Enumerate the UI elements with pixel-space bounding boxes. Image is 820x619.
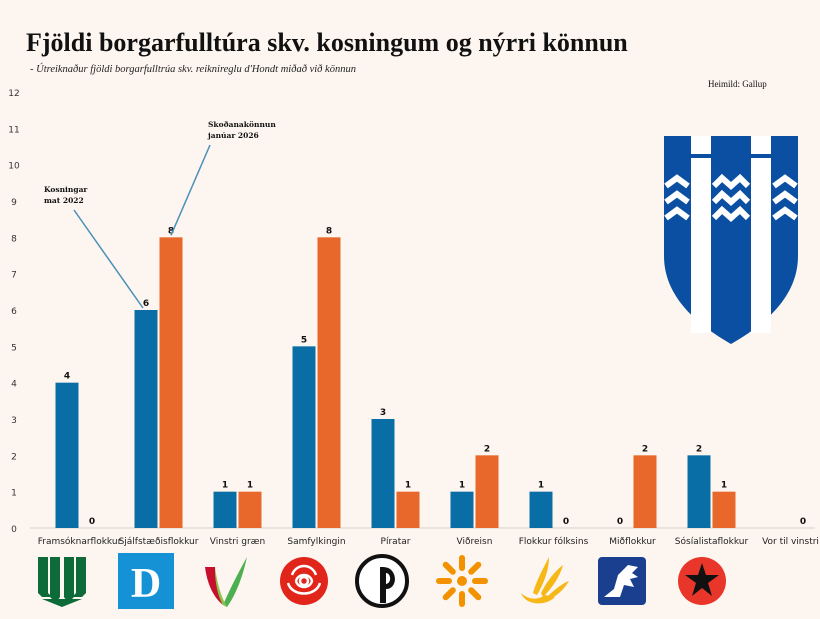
annotation-line2: janúar 2026 bbox=[207, 131, 259, 140]
bar-data-label: 0 bbox=[617, 517, 623, 527]
bar bbox=[55, 382, 79, 528]
bar-data-label: 2 bbox=[484, 444, 490, 454]
bar-data-label: 4 bbox=[64, 372, 70, 382]
framsokn-logo-icon bbox=[38, 557, 86, 607]
x-tick-label: Vinstri græn bbox=[210, 537, 265, 547]
x-tick-label: Framsóknarflokkur bbox=[38, 536, 122, 547]
vidreisn-logo-icon bbox=[436, 555, 488, 607]
x-tick-label: Flokkur fólksins bbox=[519, 536, 589, 547]
bar-data-label: 0 bbox=[800, 517, 806, 527]
bar bbox=[450, 491, 474, 528]
bar-data-label: 0 bbox=[89, 517, 95, 527]
bar-data-label: 3 bbox=[380, 408, 386, 418]
y-tick-label: 11 bbox=[8, 125, 19, 135]
bar bbox=[317, 237, 341, 529]
x-tick-label: Píratar bbox=[381, 537, 411, 547]
y-tick-label: 4 bbox=[11, 380, 17, 390]
sjalfstaedis-letter: D bbox=[131, 561, 161, 607]
vinstri-graen-logo-icon bbox=[205, 557, 247, 607]
bar-data-label: 1 bbox=[405, 481, 411, 491]
bar-data-label: 0 bbox=[563, 517, 569, 527]
y-tick-label: 9 bbox=[11, 198, 17, 208]
y-tick-label: 12 bbox=[8, 89, 19, 99]
x-tick-label: Samfylkingin bbox=[287, 537, 345, 547]
y-tick-label: 0 bbox=[11, 525, 17, 535]
samfylkingin-logo-icon bbox=[280, 557, 328, 605]
y-tick-label: 5 bbox=[11, 343, 17, 353]
bar bbox=[134, 310, 158, 528]
annotation-leader-line bbox=[73, 209, 144, 309]
bar-data-label: 1 bbox=[222, 481, 228, 491]
flokkur-folksins-logo-icon bbox=[521, 557, 569, 604]
annotation-leader-line bbox=[170, 144, 211, 236]
x-tick-label: Vor til vinstri bbox=[762, 537, 819, 547]
bar bbox=[371, 419, 395, 528]
y-tick-label: 10 bbox=[8, 162, 20, 172]
bar bbox=[213, 491, 237, 528]
bar-data-label: 8 bbox=[168, 226, 174, 236]
bar bbox=[712, 491, 736, 528]
y-tick-label: 7 bbox=[11, 271, 17, 281]
x-tick-label: Sósíalistaflokkur bbox=[675, 536, 749, 547]
bar-data-label: 5 bbox=[301, 335, 307, 345]
bar-data-label: 8 bbox=[326, 226, 332, 236]
bar-data-label: 1 bbox=[247, 481, 253, 491]
x-tick-label: Miðflokkur bbox=[609, 537, 656, 547]
bar bbox=[238, 491, 262, 528]
bar-data-label: 1 bbox=[538, 481, 544, 491]
bar-data-label: 2 bbox=[696, 444, 702, 454]
bar bbox=[159, 237, 183, 529]
annotation-line1: Skoðanakönnun bbox=[208, 120, 276, 129]
sosialista-logo-icon bbox=[678, 557, 726, 605]
y-tick-label: 2 bbox=[11, 452, 17, 462]
bar bbox=[529, 491, 553, 528]
bar bbox=[396, 491, 420, 528]
midflokkur-logo-icon bbox=[598, 557, 646, 605]
x-tick-label: Viðreisn bbox=[457, 537, 493, 547]
piratar-logo-icon bbox=[355, 554, 409, 608]
y-tick-label: 8 bbox=[11, 234, 17, 244]
reykjavik-crest-icon bbox=[664, 136, 798, 344]
annotation-line1: Kosningar bbox=[44, 185, 88, 194]
y-tick-label: 3 bbox=[11, 416, 17, 426]
chart-source: Heimild: Gallup bbox=[708, 79, 767, 89]
sjalfstaedis-logo-icon: D bbox=[118, 553, 174, 609]
chart-subtitle: - Útreiknaður fjöldi borgarfulltrúa skv.… bbox=[30, 64, 356, 75]
bar bbox=[633, 455, 657, 528]
y-tick-label: 6 bbox=[11, 307, 17, 317]
bar-data-label: 6 bbox=[143, 299, 149, 309]
bar-data-label: 1 bbox=[459, 481, 465, 491]
bar bbox=[292, 346, 316, 528]
bar bbox=[475, 455, 499, 528]
x-tick-label: Sjálfstæðisflokkur bbox=[119, 537, 199, 547]
bar-data-label: 2 bbox=[642, 444, 648, 454]
chart-title: Fjöldi borgarfulltúra skv. kosningum og … bbox=[26, 28, 628, 57]
bar bbox=[687, 455, 711, 528]
annotation-line2: mat 2022 bbox=[44, 196, 84, 205]
bar-data-label: 1 bbox=[721, 481, 727, 491]
y-tick-label: 1 bbox=[11, 489, 17, 499]
